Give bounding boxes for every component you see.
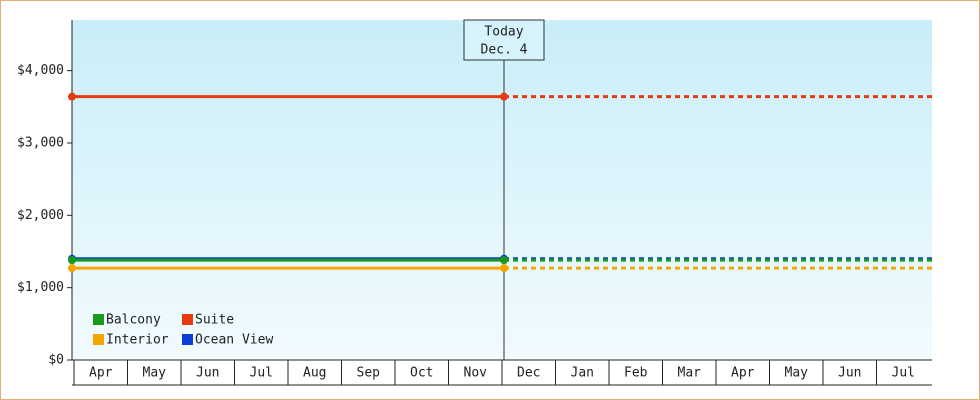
x-tick-label: Mar	[678, 366, 702, 381]
x-tick-label: Jul	[892, 366, 915, 381]
point	[500, 256, 508, 265]
point	[68, 92, 76, 101]
y-tick-label: $4,000	[17, 63, 64, 78]
y-tick-label: $0	[48, 353, 64, 368]
point	[68, 264, 76, 273]
x-tick-label: May	[785, 366, 809, 381]
point	[68, 256, 76, 265]
legend-label: Balcony	[106, 313, 161, 328]
today-label: Today	[484, 25, 523, 40]
x-tick-label: Jul	[250, 366, 273, 381]
x-tick-label: Sep	[357, 366, 381, 381]
y-tick-label: $2,000	[17, 208, 64, 223]
legend-swatch	[93, 334, 104, 345]
x-tick-label: Oct	[410, 366, 433, 381]
today-box	[463, 19, 545, 61]
x-tick-label: Apr	[731, 366, 755, 381]
legend-label: Interior	[106, 333, 169, 348]
today-date: Dec. 4	[481, 43, 528, 58]
x-tick-label: May	[143, 366, 167, 381]
y-tick-label: $1,000	[17, 280, 64, 295]
x-tick-label: Jun	[838, 366, 861, 381]
plot-area	[72, 20, 932, 360]
y-tick-label: $3,000	[17, 135, 64, 150]
x-tick-label: Nov	[464, 366, 488, 381]
x-tick-label: Jan	[571, 366, 594, 381]
legend-label: Suite	[195, 313, 234, 328]
point	[500, 92, 508, 101]
x-tick-label: Dec	[517, 366, 540, 381]
x-tick-label: Jun	[196, 366, 219, 381]
point	[500, 264, 508, 273]
x-tick-label: Apr	[89, 366, 113, 381]
legend-swatch	[182, 314, 193, 325]
legend-label: Ocean View	[195, 333, 273, 348]
legend-swatch	[93, 314, 104, 325]
x-tick-label: Aug	[303, 366, 326, 381]
legend-swatch	[182, 334, 193, 345]
x-tick-label: Feb	[624, 366, 648, 381]
